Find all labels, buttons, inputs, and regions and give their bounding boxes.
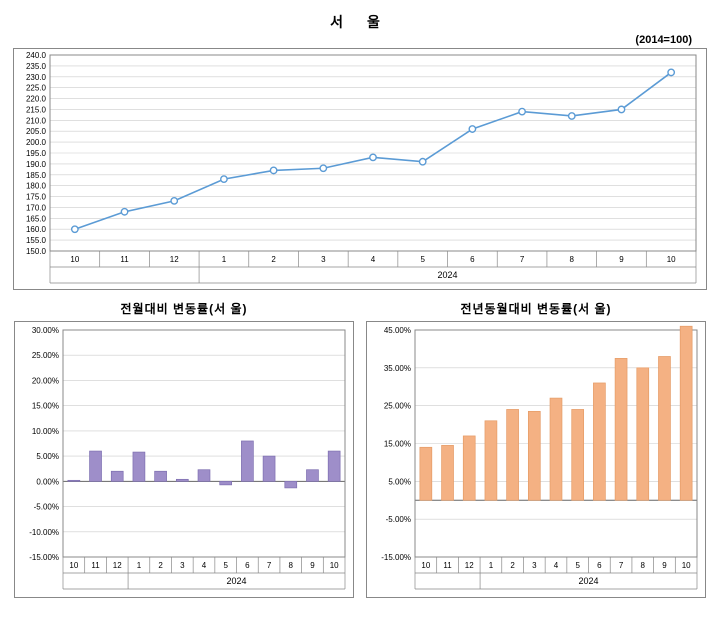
svg-text:195.0: 195.0	[26, 149, 47, 158]
svg-text:2024: 2024	[579, 576, 599, 586]
svg-text:9: 9	[310, 561, 315, 570]
svg-text:230.0: 230.0	[26, 73, 47, 82]
svg-text:45.00%: 45.00%	[384, 326, 411, 335]
svg-text:5.00%: 5.00%	[36, 452, 59, 461]
svg-text:12: 12	[113, 561, 122, 570]
svg-text:180.0: 180.0	[26, 182, 47, 191]
svg-text:220.0: 220.0	[26, 95, 47, 104]
svg-text:5.00%: 5.00%	[388, 477, 411, 486]
svg-text:5: 5	[575, 561, 580, 570]
svg-text:6: 6	[470, 255, 475, 264]
svg-text:-15.00%: -15.00%	[381, 553, 411, 562]
svg-text:3: 3	[180, 561, 185, 570]
svg-text:4: 4	[554, 561, 559, 570]
svg-text:4: 4	[202, 561, 207, 570]
svg-text:3: 3	[321, 255, 326, 264]
svg-text:10: 10	[69, 561, 78, 570]
svg-text:165.0: 165.0	[26, 214, 47, 223]
svg-text:175.0: 175.0	[26, 193, 47, 202]
svg-text:2: 2	[271, 255, 276, 264]
svg-text:2: 2	[158, 561, 163, 570]
svg-text:9: 9	[662, 561, 667, 570]
svg-text:7: 7	[619, 561, 624, 570]
svg-text:1: 1	[489, 561, 494, 570]
svg-text:-5.00%: -5.00%	[386, 515, 411, 524]
svg-text:1: 1	[222, 255, 227, 264]
svg-text:-15.00%: -15.00%	[29, 553, 59, 562]
yoy-panel: 전년동월대비 변동률(서 울) -15.00% -5.00% 5.00% 15.00%…	[366, 300, 706, 598]
svg-text:-10.00%: -10.00%	[29, 528, 59, 537]
bottom-row: 전월대비 변동률(서 울) -15.00% -10.00% -5.00% 0.00% 5…	[8, 300, 712, 598]
mom-chart: -15.00% -10.00% -5.00% 0.00% 5.00% 10.00% 15.0…	[15, 322, 353, 597]
svg-text:30.00%: 30.00%	[32, 326, 59, 335]
svg-text:8: 8	[641, 561, 646, 570]
svg-text:170.0: 170.0	[26, 203, 47, 212]
svg-text:7: 7	[267, 561, 272, 570]
svg-text:11: 11	[91, 561, 100, 570]
svg-text:20.00%: 20.00%	[32, 376, 59, 385]
svg-text:35.00%: 35.00%	[384, 364, 411, 373]
svg-text:190.0: 190.0	[26, 160, 47, 169]
svg-text:11: 11	[120, 255, 129, 264]
mom-panel: 전월대비 변동률(서 울) -15.00% -10.00% -5.00% 0.00% 5…	[14, 300, 354, 598]
svg-text:10.00%: 10.00%	[32, 427, 59, 436]
svg-text:-5.00%: -5.00%	[34, 503, 59, 512]
svg-text:2024: 2024	[438, 270, 458, 280]
svg-text:5: 5	[420, 255, 425, 264]
svg-text:10: 10	[667, 255, 676, 264]
svg-text:8: 8	[289, 561, 294, 570]
svg-text:6: 6	[245, 561, 250, 570]
svg-text:4: 4	[371, 255, 376, 264]
svg-text:15.00%: 15.00%	[384, 440, 411, 449]
svg-text:2: 2	[510, 561, 515, 570]
svg-text:7: 7	[520, 255, 525, 264]
svg-text:240.0: 240.0	[26, 51, 47, 60]
mom-title: 전월대비 변동률(서 울)	[14, 300, 354, 317]
svg-text:6: 6	[597, 561, 602, 570]
base-year-label: (2014=100)	[8, 34, 712, 46]
svg-text:10: 10	[682, 561, 691, 570]
svg-text:235.0: 235.0	[26, 62, 47, 71]
svg-text:25.00%: 25.00%	[384, 402, 411, 411]
svg-text:1: 1	[137, 561, 142, 570]
svg-text:8: 8	[570, 255, 575, 264]
svg-text:225.0: 225.0	[26, 84, 47, 93]
svg-text:15.00%: 15.00%	[32, 402, 59, 411]
svg-text:3: 3	[532, 561, 537, 570]
svg-text:160.0: 160.0	[26, 225, 47, 234]
svg-text:0.00%: 0.00%	[36, 477, 59, 486]
svg-text:200.0: 200.0	[26, 138, 47, 147]
svg-text:215.0: 215.0	[26, 105, 47, 114]
svg-text:185.0: 185.0	[26, 171, 47, 180]
svg-text:10: 10	[330, 561, 339, 570]
svg-text:5: 5	[223, 561, 228, 570]
svg-text:2024: 2024	[227, 576, 247, 586]
line-chart-container: 150.0 155.0 160.0 165.0 170.0175.0 180.0 185.0…	[13, 48, 707, 290]
svg-text:210.0: 210.0	[26, 116, 47, 125]
yoy-chart: -15.00% -5.00% 5.00% 15.00% 25.00% 35.00% 45.0…	[367, 322, 705, 597]
svg-text:10: 10	[421, 561, 430, 570]
svg-text:10: 10	[70, 255, 79, 264]
svg-text:11: 11	[443, 561, 452, 570]
svg-text:205.0: 205.0	[26, 127, 47, 136]
svg-text:12: 12	[465, 561, 474, 570]
svg-text:12: 12	[170, 255, 179, 264]
line-chart: 150.0 155.0 160.0 165.0 170.0175.0 180.0 185.0…	[14, 49, 706, 289]
svg-text:25.00%: 25.00%	[32, 351, 59, 360]
page-title: 서 울	[8, 12, 712, 32]
svg-text:9: 9	[619, 255, 624, 264]
svg-text:155.0: 155.0	[26, 236, 47, 245]
yoy-title: 전년동월대비 변동률(서 울)	[366, 300, 706, 317]
svg-text:150.0: 150.0	[26, 247, 47, 256]
